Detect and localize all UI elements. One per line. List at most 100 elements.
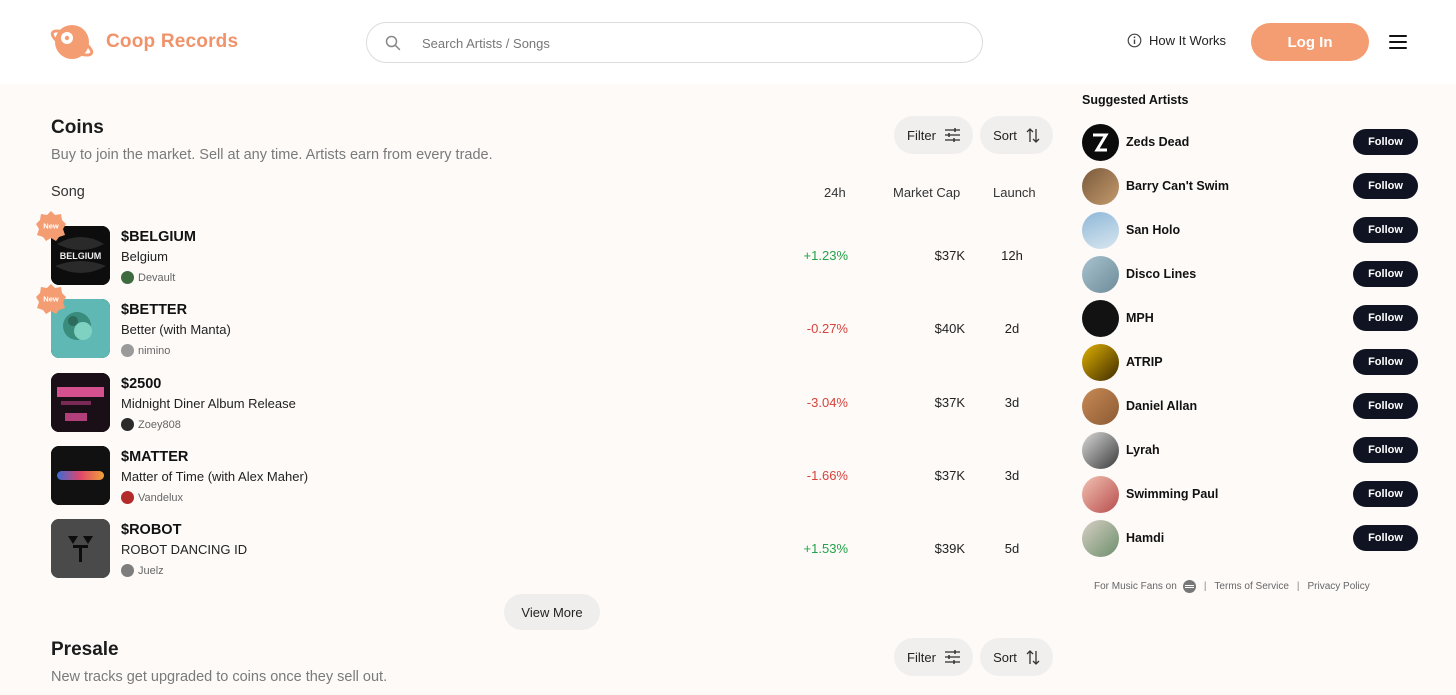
coop-logo-icon[interactable]	[50, 22, 96, 62]
follow-button[interactable]: Follow	[1353, 129, 1418, 155]
artist-avatar	[121, 564, 134, 577]
view-more-button[interactable]: View More	[504, 594, 600, 630]
artist-avatar[interactable]	[1082, 256, 1119, 293]
terms-of-service-link[interactable]: Terms of Service	[1214, 581, 1289, 592]
sort-arrows-icon	[1026, 127, 1040, 143]
follow-button[interactable]: Follow	[1353, 217, 1418, 243]
coins-title: Coins	[51, 117, 104, 138]
launch-time: 5d	[1004, 541, 1020, 556]
change-24h: +1.23%	[803, 248, 848, 263]
artist-name[interactable]: Swimming Paul	[1126, 487, 1219, 501]
artist-link[interactable]: Vandelux	[121, 491, 183, 504]
search-icon	[385, 35, 401, 51]
sidebar-footer: For Music Fans on | Terms of Service | P…	[1094, 580, 1370, 593]
song-title: Matter of Time (with Alex Maher)	[121, 469, 309, 484]
how-it-works-label: How It Works	[1149, 33, 1227, 48]
sort-arrows-icon	[1026, 649, 1040, 665]
coin-row[interactable]: New $BETTER Better (with Manta) nimino -…	[36, 284, 1051, 359]
search-input[interactable]	[422, 33, 962, 53]
presale-sort-button[interactable]: Sort	[980, 638, 1053, 676]
follow-button[interactable]: Follow	[1353, 525, 1418, 551]
artist-avatar[interactable]	[1082, 388, 1119, 425]
suggested-artist-row: Disco Lines Follow	[1082, 256, 1418, 294]
artist-avatar[interactable]	[1082, 476, 1119, 513]
artist-link[interactable]: nimino	[121, 344, 170, 357]
coin-ticker: $2500	[121, 376, 162, 392]
artist-link[interactable]: Devault	[121, 271, 175, 284]
presale-filter-button[interactable]: Filter	[894, 638, 973, 676]
market-cap: $39K	[934, 541, 965, 556]
coin-ticker: $MATTER	[121, 449, 189, 465]
artist-name[interactable]: Daniel Allan	[1126, 399, 1198, 413]
artist-avatar	[121, 344, 134, 357]
artist-avatar[interactable]	[1082, 520, 1119, 557]
suggested-artists-title: Suggested Artists	[1082, 93, 1189, 107]
artist-avatar[interactable]	[1082, 168, 1119, 205]
coins-subtitle: Buy to join the market. Sell at any time…	[51, 147, 493, 163]
search-bar[interactable]	[366, 22, 983, 63]
hamburger-menu-icon[interactable]	[1389, 35, 1407, 49]
launch-time: 3d	[1004, 395, 1020, 410]
presale-subtitle: New tracks get upgraded to coins once th…	[51, 669, 388, 685]
coin-ticker: $ROBOT	[121, 522, 182, 538]
column-header-launch[interactable]: Launch	[993, 185, 1036, 200]
artist-link[interactable]: Juelz	[121, 564, 164, 577]
coin-ticker: $BETTER	[121, 302, 188, 318]
artist-avatar[interactable]	[1082, 344, 1119, 381]
artist-name[interactable]: Disco Lines	[1126, 267, 1197, 281]
how-it-works-link[interactable]: How It Works	[1127, 33, 1226, 48]
artist-link[interactable]: Zoey808	[121, 418, 181, 431]
cover-art	[51, 446, 110, 505]
platform-logo-icon[interactable]	[1182, 580, 1196, 593]
follow-button[interactable]: Follow	[1353, 261, 1418, 287]
suggested-artist-row: ATRIP Follow	[1082, 344, 1418, 382]
column-header-24h[interactable]: 24h	[824, 185, 846, 200]
artist-name[interactable]: ATRIP	[1126, 355, 1163, 369]
artist-name[interactable]: Barry Can't Swim	[1126, 179, 1230, 193]
change-24h: -1.66%	[806, 468, 848, 483]
market-cap: $37K	[934, 248, 965, 263]
artist-name[interactable]: Hamdi	[1126, 531, 1165, 545]
artist-avatar[interactable]	[1082, 432, 1119, 469]
brand-name[interactable]: Coop Records	[106, 31, 239, 52]
market-cap: $37K	[934, 395, 965, 410]
sort-label: Sort	[993, 649, 1017, 665]
artist-name: nimino	[138, 344, 171, 357]
info-icon	[1127, 33, 1142, 48]
coins-sort-button[interactable]: Sort	[980, 116, 1053, 154]
login-button[interactable]: Log In	[1251, 23, 1369, 61]
follow-button[interactable]: Follow	[1353, 305, 1418, 331]
cover-art	[51, 373, 110, 432]
follow-button[interactable]: Follow	[1353, 481, 1418, 507]
song-title: ROBOT DANCING ID	[121, 542, 248, 557]
coin-row[interactable]: $ROBOT ROBOT DANCING ID Juelz +1.53% $39…	[51, 519, 1051, 579]
artist-name[interactable]: San Holo	[1126, 223, 1181, 237]
follow-button[interactable]: Follow	[1353, 349, 1418, 375]
privacy-policy-link[interactable]: Privacy Policy	[1307, 581, 1370, 592]
change-24h: -0.27%	[806, 321, 848, 336]
artist-name: Juelz	[138, 564, 164, 577]
launch-time: 2d	[1004, 321, 1020, 336]
artist-name[interactable]: MPH	[1126, 311, 1154, 325]
svg-text:New: New	[43, 295, 59, 304]
sort-label: Sort	[993, 127, 1017, 143]
suggested-artist-row: MPH Follow	[1082, 300, 1418, 338]
follow-button[interactable]: Follow	[1353, 393, 1418, 419]
artist-avatar	[121, 491, 134, 504]
coin-row[interactable]: $MATTER Matter of Time (with Alex Maher)…	[51, 446, 1051, 506]
svg-text:BELGIUM: BELGIUM	[60, 251, 102, 261]
new-badge: New	[36, 211, 66, 241]
coin-row[interactable]: BELGIUM New $BELGIUM Belgium Devault +1.…	[36, 211, 1051, 286]
coin-row[interactable]: $2500 Midnight Diner Album Release Zoey8…	[51, 373, 1051, 433]
artist-avatar[interactable]	[1082, 300, 1119, 337]
presale-title: Presale	[51, 639, 119, 660]
follow-button[interactable]: Follow	[1353, 437, 1418, 463]
artist-avatar[interactable]	[1082, 212, 1119, 249]
artist-name[interactable]: Zeds Dead	[1126, 135, 1190, 149]
coins-filter-button[interactable]: Filter	[894, 116, 973, 154]
column-header-market-cap[interactable]: Market Cap	[893, 185, 961, 200]
follow-button[interactable]: Follow	[1353, 173, 1418, 199]
artist-avatar[interactable]	[1082, 124, 1119, 161]
column-header-song[interactable]: Song	[51, 184, 85, 200]
artist-name[interactable]: Lyrah	[1126, 443, 1160, 457]
